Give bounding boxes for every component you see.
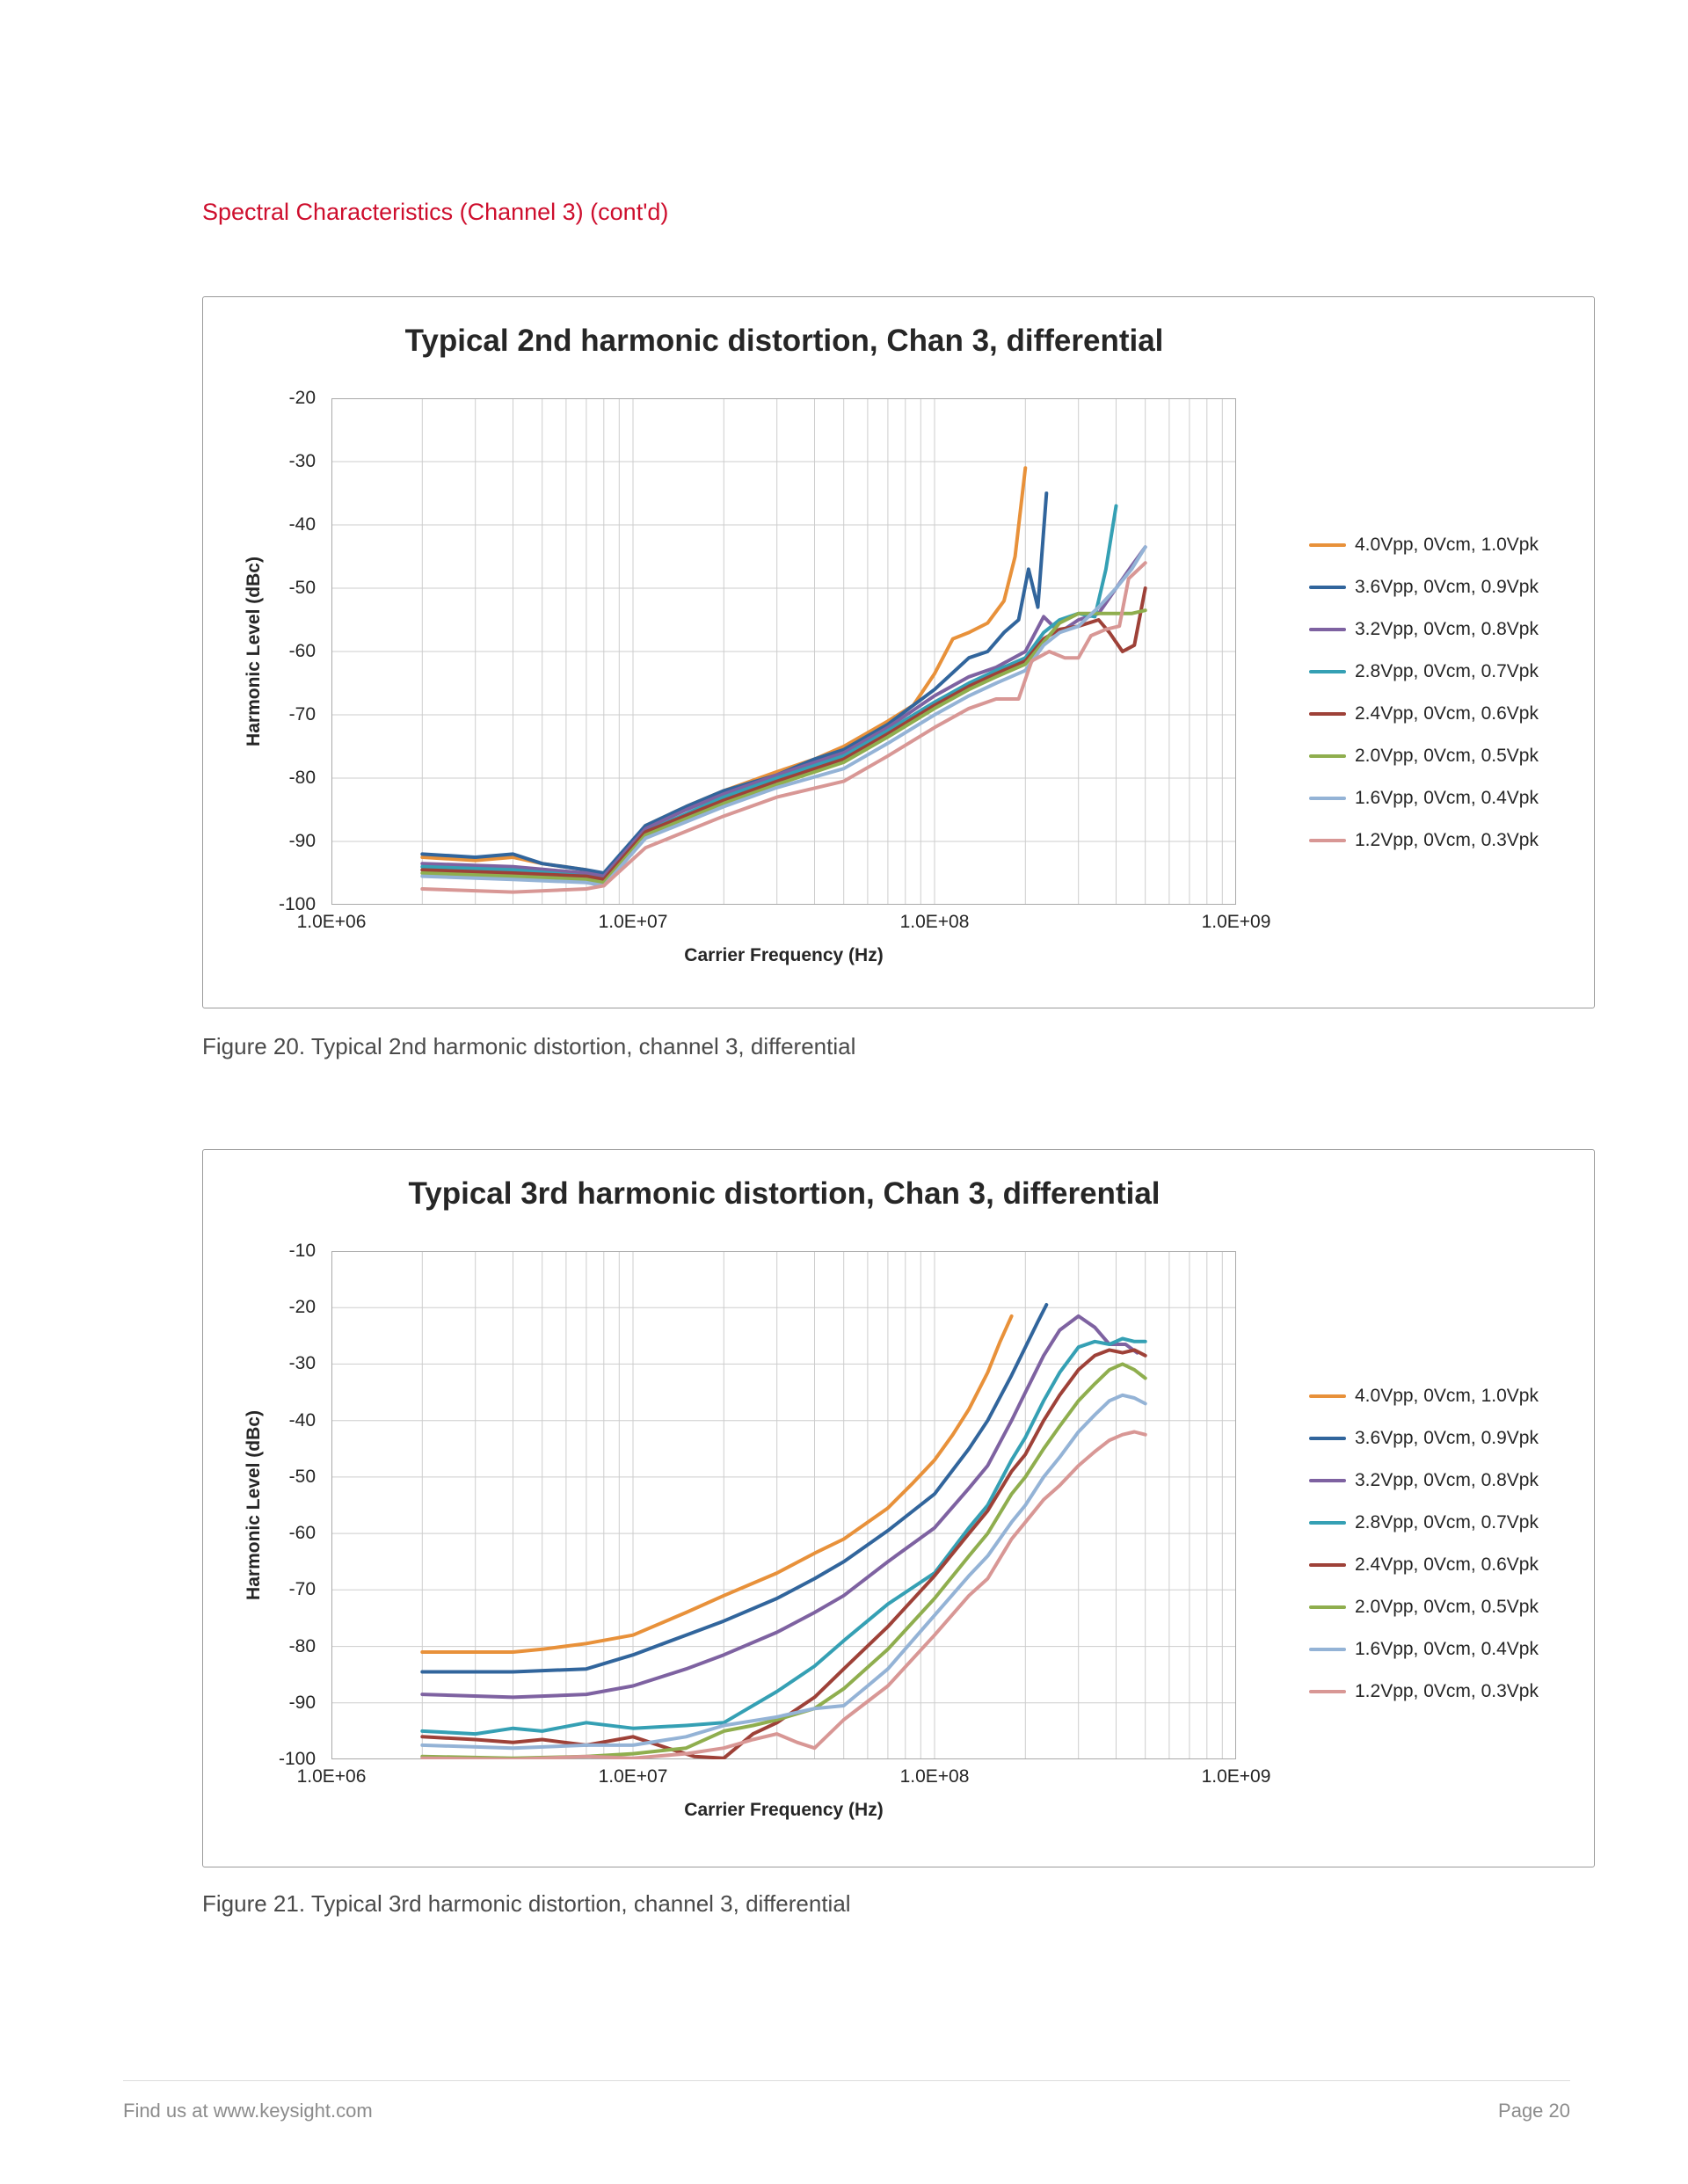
legend-label: 3.2Vpp, 0Vcm, 0.8Vpk bbox=[1355, 619, 1539, 639]
legend-item: 1.6Vpp, 0Vcm, 0.4Vpk bbox=[1309, 777, 1539, 819]
legend-line-swatch bbox=[1309, 839, 1346, 842]
legend-item: 3.2Vpp, 0Vcm, 0.8Vpk bbox=[1309, 608, 1539, 651]
legend-item: 3.6Vpp, 0Vcm, 0.9Vpk bbox=[1309, 566, 1539, 608]
y-tick-label: -20 bbox=[288, 1297, 316, 1318]
legend-label: 2.0Vpp, 0Vcm, 0.5Vpk bbox=[1355, 1597, 1539, 1617]
legend-line-swatch bbox=[1309, 1394, 1346, 1398]
legend-item: 1.2Vpp, 0Vcm, 0.3Vpk bbox=[1309, 1671, 1539, 1713]
x-axis-title: Carrier Frequency (Hz) bbox=[684, 1800, 884, 1820]
legend-line-swatch bbox=[1309, 670, 1346, 673]
y-tick-label: -90 bbox=[288, 831, 316, 851]
legend-line-swatch bbox=[1309, 1437, 1346, 1440]
legend-item: 2.0Vpp, 0Vcm, 0.5Vpk bbox=[1309, 1586, 1539, 1628]
y-tick-label: -100 bbox=[278, 1749, 316, 1769]
page-heading: Spectral Characteristics (Channel 3) (co… bbox=[202, 199, 669, 225]
y-tick-label: -30 bbox=[288, 451, 316, 471]
plot-canvas bbox=[331, 1251, 1236, 1759]
legend-label: 1.2Vpp, 0Vcm, 0.3Vpk bbox=[1355, 830, 1539, 850]
y-tick-label: -60 bbox=[288, 641, 316, 661]
chart-title: Typical 2nd harmonic distortion, Chan 3,… bbox=[404, 324, 1164, 358]
legend-item: 2.4Vpp, 0Vcm, 0.6Vpk bbox=[1309, 1544, 1539, 1586]
y-axis-tick-labels: -20 -30 -40 -50 -60 -70 -80 -90 -100 bbox=[233, 388, 324, 914]
legend-item: 4.0Vpp, 0Vcm, 1.0Vpk bbox=[1309, 1375, 1539, 1417]
plot-area: Harmonic Level (dBc) -10 -20 -30 -40 -50 -60-… bbox=[244, 1241, 1270, 1820]
legend-item: 1.6Vpp, 0Vcm, 0.4Vpk bbox=[1309, 1628, 1539, 1671]
chart-title: Typical 3rd harmonic distortion, Chan 3,… bbox=[408, 1176, 1160, 1211]
legend-label: 4.0Vpp, 0Vcm, 1.0Vpk bbox=[1355, 1386, 1539, 1406]
footer-page-number: Page 20 bbox=[1498, 2100, 1570, 2122]
legend-item: 2.8Vpp, 0Vcm, 0.7Vpk bbox=[1309, 651, 1539, 693]
legend-line-swatch bbox=[1309, 1521, 1346, 1525]
y-tick-label: -30 bbox=[288, 1353, 316, 1374]
y-tick-label: -50 bbox=[288, 578, 316, 598]
footer-divider bbox=[123, 2080, 1570, 2081]
chart-2nd-harmonic-distortion: Typical 2nd harmonic distortion, Chan 3,… bbox=[202, 296, 1595, 1008]
legend-item: 4.0Vpp, 0Vcm, 1.0Vpk bbox=[1309, 524, 1539, 566]
legend-line-swatch bbox=[1309, 797, 1346, 800]
legend-line-swatch bbox=[1309, 543, 1346, 547]
y-tick-label: -10 bbox=[288, 1241, 316, 1261]
legend: 4.0Vpp, 0Vcm, 1.0Vpk 3.6Vpp, 0Vcm, 0.9Vpk… bbox=[1309, 524, 1539, 862]
legend-item: 3.6Vpp, 0Vcm, 0.9Vpk bbox=[1309, 1417, 1539, 1460]
legend-line-swatch bbox=[1309, 754, 1346, 758]
y-tick-label: -20 bbox=[288, 388, 316, 408]
x-tick-label: 1.0E+06 bbox=[296, 1766, 367, 1787]
x-tick-label: 1.0E+07 bbox=[598, 1766, 668, 1787]
legend-label: 3.6Vpp, 0Vcm, 0.9Vpk bbox=[1355, 577, 1539, 597]
legend-item: 2.0Vpp, 0Vcm, 0.5Vpk bbox=[1309, 735, 1539, 777]
legend-line-swatch bbox=[1309, 586, 1346, 589]
x-tick-label: 1.0E+08 bbox=[899, 912, 970, 932]
legend-label: 1.2Vpp, 0Vcm, 0.3Vpk bbox=[1355, 1681, 1539, 1701]
legend-item: 2.8Vpp, 0Vcm, 0.7Vpk bbox=[1309, 1502, 1539, 1544]
legend: 4.0Vpp, 0Vcm, 1.0Vpk 3.6Vpp, 0Vcm, 0.9Vpk… bbox=[1309, 1375, 1539, 1713]
x-axis-title: Carrier Frequency (Hz) bbox=[684, 945, 884, 965]
legend-label: 2.4Vpp, 0Vcm, 0.6Vpk bbox=[1355, 1554, 1539, 1575]
y-tick-label: -50 bbox=[288, 1466, 316, 1487]
legend-label: 2.8Vpp, 0Vcm, 0.7Vpk bbox=[1355, 661, 1539, 681]
y-tick-label: -90 bbox=[288, 1692, 316, 1713]
legend-item: 3.2Vpp, 0Vcm, 0.8Vpk bbox=[1309, 1460, 1539, 1502]
footer-keysight-link: Find us at www.keysight.com bbox=[123, 2100, 373, 2122]
x-tick-label: 1.0E+07 bbox=[598, 912, 668, 932]
legend-line-swatch bbox=[1309, 628, 1346, 631]
y-tick-label: -40 bbox=[288, 514, 316, 535]
legend-label: 4.0Vpp, 0Vcm, 1.0Vpk bbox=[1355, 535, 1539, 555]
legend-label: 3.2Vpp, 0Vcm, 0.8Vpk bbox=[1355, 1470, 1539, 1490]
legend-label: 2.0Vpp, 0Vcm, 0.5Vpk bbox=[1355, 746, 1539, 766]
figure-20-caption: Figure 20. Typical 2nd harmonic distorti… bbox=[202, 1033, 856, 1059]
y-tick-label: -70 bbox=[288, 1579, 316, 1600]
x-tick-label: 1.0E+09 bbox=[1201, 1766, 1271, 1787]
legend-line-swatch bbox=[1309, 1690, 1346, 1693]
legend-line-swatch bbox=[1309, 1479, 1346, 1482]
legend-line-swatch bbox=[1309, 1605, 1346, 1609]
plot-area: Harmonic Level (dBc) -20 -30 -40 -50 -60 -70-… bbox=[244, 388, 1270, 965]
legend-item: 2.4Vpp, 0Vcm, 0.6Vpk bbox=[1309, 693, 1539, 735]
x-tick-label: 1.0E+06 bbox=[296, 912, 367, 932]
y-tick-label: -40 bbox=[288, 1409, 316, 1431]
x-tick-label: 1.0E+09 bbox=[1201, 912, 1271, 932]
y-tick-label: -60 bbox=[288, 1523, 316, 1544]
y-tick-label: -100 bbox=[278, 894, 316, 914]
figure-21-caption: Figure 21. Typical 3rd harmonic distorti… bbox=[202, 1890, 851, 1917]
y-axis-tick-labels: -10 -20 -30 -40 -50 -60 -70 -80 -90 -100 bbox=[233, 1241, 324, 1769]
legend-label: 1.6Vpp, 0Vcm, 0.4Vpk bbox=[1355, 788, 1539, 808]
legend-label: 3.6Vpp, 0Vcm, 0.9Vpk bbox=[1355, 1428, 1539, 1448]
legend-label: 2.8Vpp, 0Vcm, 0.7Vpk bbox=[1355, 1512, 1539, 1532]
y-tick-label: -80 bbox=[288, 768, 316, 788]
plot-canvas bbox=[331, 398, 1236, 905]
y-tick-label: -80 bbox=[288, 1635, 316, 1656]
legend-line-swatch bbox=[1309, 1563, 1346, 1567]
x-tick-label: 1.0E+08 bbox=[899, 1766, 970, 1787]
chart-3rd-harmonic-distortion: Typical 3rd harmonic distortion, Chan 3,… bbox=[202, 1149, 1595, 1867]
legend-line-swatch bbox=[1309, 712, 1346, 716]
legend-label: 2.4Vpp, 0Vcm, 0.6Vpk bbox=[1355, 703, 1539, 724]
legend-item: 1.2Vpp, 0Vcm, 0.3Vpk bbox=[1309, 819, 1539, 862]
y-tick-label: -70 bbox=[288, 704, 316, 724]
legend-label: 1.6Vpp, 0Vcm, 0.4Vpk bbox=[1355, 1639, 1539, 1659]
legend-line-swatch bbox=[1309, 1648, 1346, 1651]
